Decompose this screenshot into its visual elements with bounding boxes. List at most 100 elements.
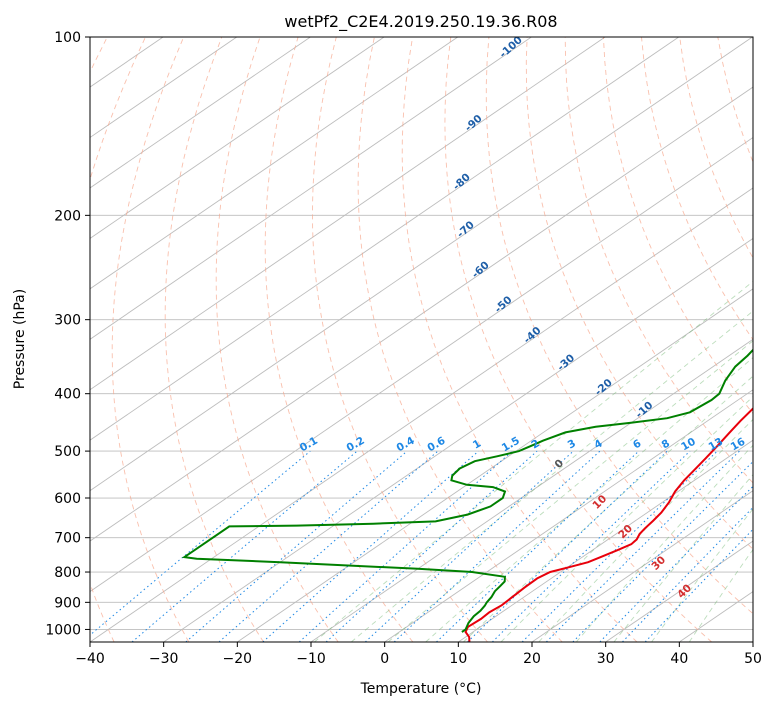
dry-adiabat-line (564, 37, 753, 484)
y-tick-label: 300 (54, 313, 81, 329)
y-tick-label: 1000 (45, 622, 81, 638)
mixing-ratio-line (436, 450, 640, 642)
moist-adiabat-line (613, 473, 753, 642)
x-tick-label: 50 (744, 651, 762, 667)
mixing-ratio-label: 6 (631, 437, 643, 451)
isotherm-line (384, 389, 753, 642)
x-tick-label: 30 (597, 651, 615, 667)
dry-adiabat-line (264, 37, 414, 642)
mixing-ratio-line (218, 450, 439, 642)
dry-adiabat-line (312, 37, 488, 642)
x-tick-label: 10 (449, 651, 467, 667)
moist-adiabat-label: 10 (590, 493, 609, 512)
mixing-ratio-line (262, 450, 479, 642)
moist-adiabat-line (500, 395, 753, 642)
moist-adiabat-label: 40 (675, 582, 694, 601)
y-tick-label: 800 (54, 565, 81, 581)
dry-adiabat-label: -60 (470, 259, 492, 281)
moist-adiabat-line (575, 444, 753, 642)
isotherm-line (90, 37, 606, 391)
isotherm-line (605, 540, 753, 642)
mixing-ratio-line (131, 450, 358, 642)
mixing-ratio-line (467, 450, 668, 642)
dry-adiabat-line (444, 37, 712, 642)
mixing-ratio-line (298, 450, 513, 642)
x-tick-label: −10 (296, 651, 326, 667)
mixing-ratio-label: 8 (660, 437, 672, 451)
dry-adiabat-label: -70 (455, 219, 477, 241)
isotherm-line (90, 37, 458, 290)
dry-adiabat-label: -80 (451, 171, 473, 193)
dry-adiabat-line (164, 37, 264, 642)
mixing-ratio-line (491, 450, 691, 642)
dry-adiabat-line (525, 37, 753, 550)
y-tick-label: 200 (54, 208, 81, 224)
moist-adiabat-label: 30 (649, 554, 668, 573)
mixing-ratio-line (364, 450, 574, 642)
dry-adiabat-line (602, 37, 753, 415)
mixing-ratio-line (185, 450, 408, 642)
y-tick-label: 500 (54, 444, 81, 460)
moist-adiabat-line (651, 508, 753, 642)
isotherm-line (237, 288, 753, 642)
mixing-ratio-label: 4 (592, 437, 604, 451)
isotherm-line (90, 37, 532, 340)
isotherm-line (90, 187, 753, 642)
dry-adiabat-label: -100 (497, 34, 525, 61)
dry-adiabat-label: -40 (521, 325, 543, 347)
y-tick-label: 400 (54, 387, 81, 403)
dry-adiabat-line (401, 37, 638, 642)
isotherm-line (310, 338, 753, 642)
mixing-ratio-line (622, 506, 753, 642)
dry-adiabat-line (0, 37, 69, 642)
isotherm-line (163, 237, 753, 642)
sounding-profile-line (181, 348, 753, 633)
dry-adiabat-line (485, 37, 753, 615)
dry-adiabat-label: -30 (555, 352, 577, 374)
y-tick-label: 900 (54, 595, 81, 611)
mixing-ratio-label: 3 (566, 437, 578, 451)
dry-adiabat-label: -20 (593, 377, 615, 399)
chart-title: wetPf2_C2E4.2019.250.19.36.R08 (284, 12, 557, 32)
mixing-ratio-label: 20 (753, 436, 772, 454)
mixing-ratio-line (572, 460, 753, 642)
isotherm-line (90, 136, 753, 593)
moist-adiabat-line (314, 280, 753, 642)
moist-adiabat-line (387, 340, 753, 642)
moist-adiabat-line (463, 375, 753, 642)
isotherm-line (90, 86, 753, 542)
mixing-ratio-label: 1 (471, 438, 483, 452)
dry-adiabat-label: -10 (633, 399, 655, 421)
moist-adiabat-line (351, 310, 753, 642)
plot-frame (89, 36, 754, 643)
isotherm-line (458, 439, 753, 642)
x-tick-label: −20 (223, 651, 253, 667)
isotherm-line (752, 641, 753, 642)
x-tick-label: −30 (149, 651, 179, 667)
mixing-ratio-line (599, 485, 753, 642)
x-tick-label: 0 (380, 651, 389, 667)
y-axis-label: Pressure (hPa) (12, 289, 28, 389)
dry-adiabat-line (357, 37, 563, 642)
moist-adiabat-line (538, 418, 753, 642)
y-tick-label: 700 (54, 531, 81, 547)
isotherm-line (90, 37, 237, 139)
mixing-ratio-line (393, 450, 601, 642)
dry-adiabat-line (641, 37, 753, 341)
dry-adiabat-line (90, 37, 146, 642)
sounding-profile-line (464, 407, 753, 642)
dry-adiabat-line (111, 37, 190, 642)
moist-adiabat-line (688, 548, 753, 642)
mixing-ratio-line (325, 450, 538, 642)
dry-adiabat-label: -50 (492, 294, 514, 316)
mixing-ratio-line (545, 450, 740, 642)
dry-adiabat-line (717, 37, 753, 163)
dry-adiabat-line (215, 37, 339, 642)
isotherm-line (90, 37, 753, 492)
isotherm-line (90, 37, 311, 189)
mixing-ratio-line (644, 528, 753, 642)
y-tick-label: 600 (54, 491, 81, 507)
isotherm-line (531, 490, 753, 642)
dry-adiabat-line (756, 37, 775, 642)
